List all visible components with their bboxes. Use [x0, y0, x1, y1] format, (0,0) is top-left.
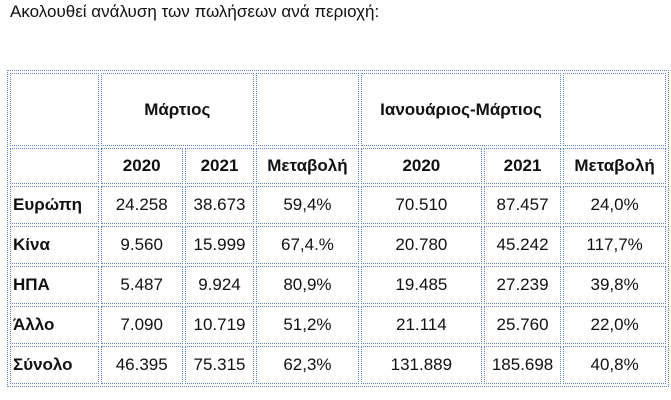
- empty-cell: [256, 73, 359, 146]
- table-cell: 51,2%: [256, 306, 359, 344]
- column-header: 2020: [100, 148, 183, 184]
- table-cell: 67,4.%: [256, 226, 359, 264]
- row-header: Σύνολο: [10, 346, 99, 384]
- header-row: 2020 2021 Μεταβολή 2020 2021 Μεταβολή: [10, 148, 666, 184]
- table-cell: 117,7%: [563, 226, 666, 264]
- table-cell: 75.315: [184, 346, 255, 384]
- table-cell: 45.242: [483, 226, 562, 264]
- group-header: Ιανουάριος-Μάρτιος: [360, 73, 562, 146]
- table-cell: 185.698: [483, 346, 562, 384]
- table-cell: 5.487: [100, 266, 183, 304]
- group-header: Μάρτιος: [100, 73, 255, 146]
- table-cell: 46.395: [100, 346, 183, 384]
- table-cell: 15.999: [184, 226, 255, 264]
- table-cell: 9.924: [184, 266, 255, 304]
- table-cell: 7.090: [100, 306, 183, 344]
- empty-cell: [563, 73, 666, 146]
- intro-text: Ακολουθεί ανάλυση των πωλήσεων ανά περιο…: [10, 2, 380, 21]
- row-header: Άλλο: [10, 306, 99, 344]
- table-cell: 59,4%: [256, 186, 359, 224]
- table-cell: 27.239: [483, 266, 562, 304]
- table-cell: 62,3%: [256, 346, 359, 384]
- table-cell: 21.114: [360, 306, 482, 344]
- table-cell: 80,9%: [256, 266, 359, 304]
- table-cell: 22,0%: [563, 306, 666, 344]
- row-header: Ευρώπη: [10, 186, 99, 224]
- table-body: Ευρώπη 24.258 38.673 59,4% 70.510 87.457 24,0%…: [10, 186, 666, 384]
- table-cell: 87.457: [483, 186, 562, 224]
- table-row: Ευρώπη 24.258 38.673 59,4% 70.510 87.457 24,0%: [10, 186, 666, 224]
- table-cell: 9.560: [100, 226, 183, 264]
- table-row: Άλλο 7.090 10.719 51,2% 21.114 25.760 22,0%: [10, 306, 666, 344]
- row-header: Κίνα: [10, 226, 99, 264]
- table-cell: 20.780: [360, 226, 482, 264]
- header-row: Μάρτιος Ιανουάριος-Μάρτιος: [10, 73, 666, 146]
- table-cell: 25.760: [483, 306, 562, 344]
- table-row: Κίνα 9.560 15.999 67,4.% 20.780 45.242 117,7%: [10, 226, 666, 264]
- sales-table: Μάρτιος Ιανουάριος-Μάρτιος 2020 2021 Μεταβ…: [7, 70, 669, 387]
- table-cell: 40,8%: [563, 346, 666, 384]
- empty-cell: [10, 73, 99, 146]
- column-header: 2021: [483, 148, 562, 184]
- table-cell: 24.258: [100, 186, 183, 224]
- table-cell: 10.719: [184, 306, 255, 344]
- column-header: 2020: [360, 148, 482, 184]
- table-cell: 38.673: [184, 186, 255, 224]
- column-header: Μεταβολή: [563, 148, 666, 184]
- table-row: ΗΠΑ 5.487 9.924 80,9% 19.485 27.239 39,8%: [10, 266, 666, 304]
- table-cell: 24,0%: [563, 186, 666, 224]
- table-cell: 19.485: [360, 266, 482, 304]
- table-cell: 70.510: [360, 186, 482, 224]
- table-row: Σύνολο 46.395 75.315 62,3% 131.889 185.698 40,…: [10, 346, 666, 384]
- table-cell: 39,8%: [563, 266, 666, 304]
- row-header: ΗΠΑ: [10, 266, 99, 304]
- column-header: Μεταβολή: [256, 148, 359, 184]
- table-cell: 131.889: [360, 346, 482, 384]
- empty-cell: [10, 148, 99, 184]
- column-header: 2021: [184, 148, 255, 184]
